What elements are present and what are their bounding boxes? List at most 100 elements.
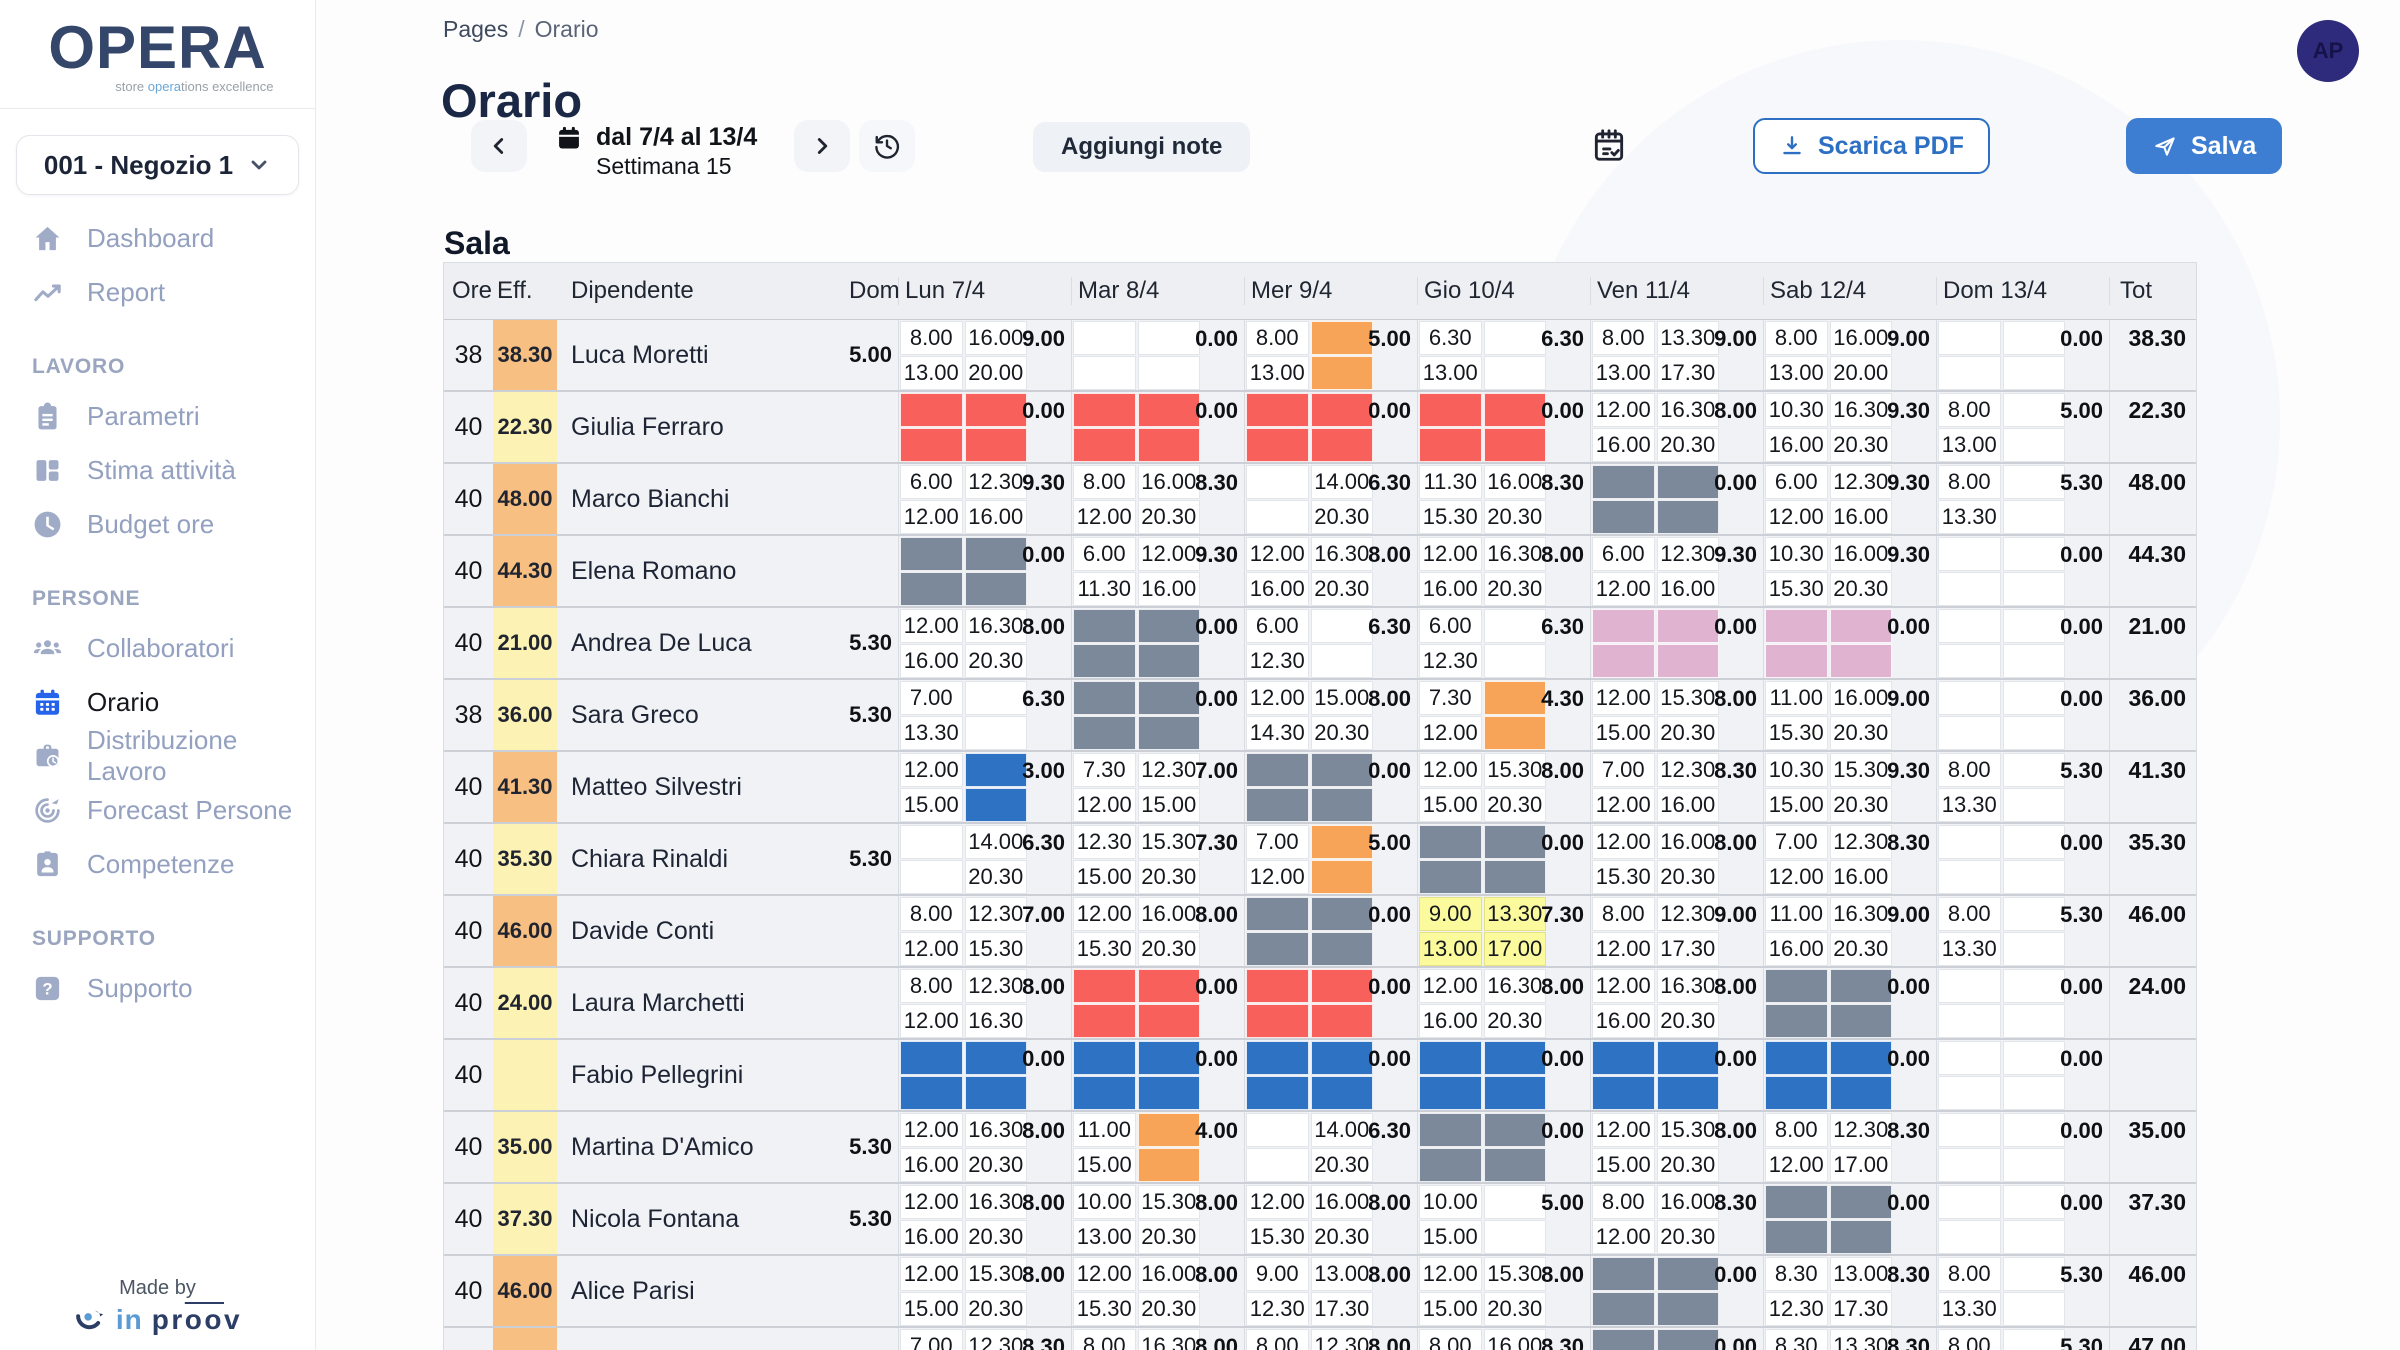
sidebar-item-report[interactable]: Report [0, 265, 315, 319]
absence-cell-blue[interactable] [1656, 1076, 1719, 1110]
shift-time-cell[interactable]: 13.00 [1829, 1257, 1892, 1291]
shift-time-cell[interactable]: 12.00 [1765, 860, 1828, 894]
shift-time-cell[interactable]: 14.00 [1310, 1113, 1373, 1147]
shift-time-cell[interactable] [1938, 1113, 2001, 1147]
shift-time-cell[interactable]: 16.30 [1656, 393, 1719, 427]
shift-time-cell[interactable] [1938, 825, 2001, 859]
shift-time-cell[interactable] [1938, 681, 2001, 715]
absence-cell-red[interactable] [1310, 428, 1373, 462]
shift-time-cell[interactable]: 20.30 [964, 1292, 1027, 1326]
shift-time-cell[interactable]: 8.00 [1938, 465, 2001, 499]
absence-cell-gray[interactable] [1829, 1004, 1892, 1038]
shift-time-cell[interactable]: 20.30 [964, 1148, 1027, 1182]
shift-time-cell[interactable]: 12.00 [1073, 500, 1136, 534]
absence-cell-blue[interactable] [1765, 1076, 1828, 1110]
shift-time-cell[interactable] [1310, 609, 1373, 643]
absence-cell-gray[interactable] [1246, 788, 1309, 822]
shift-time-cell[interactable] [1246, 465, 1309, 499]
add-note-button[interactable]: Aggiungi note [1033, 122, 1251, 172]
shift-time-cell[interactable]: 7.30 [1073, 753, 1136, 787]
absence-cell-blue[interactable] [1829, 1041, 1892, 1075]
shift-time-cell[interactable] [1938, 969, 2001, 1003]
shift-time-cell[interactable] [1938, 1185, 2001, 1219]
sidebar-item-collaboratori[interactable]: Collaboratori [0, 621, 315, 675]
shift-time-cell[interactable]: 20.00 [964, 356, 1027, 390]
shift-time-cell[interactable]: 16.00 [1829, 681, 1892, 715]
shift-time-cell[interactable]: 12.30 [1656, 897, 1719, 931]
shift-time-cell[interactable]: 14.00 [964, 825, 1027, 859]
shift-time-cell[interactable] [2002, 321, 2065, 355]
shift-time-cell[interactable]: 14.00 [1310, 465, 1373, 499]
shift-time-cell[interactable]: 13.30 [1938, 1292, 2001, 1326]
shift-time-cell[interactable] [2002, 969, 2065, 1003]
shift-time-cell[interactable]: 16.00 [1829, 500, 1892, 534]
shift-time-cell[interactable]: 13.00 [1419, 356, 1482, 390]
shift-time-cell[interactable]: 15.30 [1656, 681, 1719, 715]
shift-time-cell[interactable]: 12.30 [964, 1329, 1027, 1350]
sidebar-item-budget-ore[interactable]: Budget ore [0, 497, 315, 551]
shift-time-cell[interactable]: 15.00 [900, 1292, 963, 1326]
calendar-check-icon[interactable] [1590, 126, 1628, 164]
absence-cell-orange[interactable] [1310, 860, 1373, 894]
shift-time-cell[interactable]: 20.30 [1656, 1220, 1719, 1254]
absence-cell-blue[interactable] [1137, 1041, 1200, 1075]
absence-cell-pink[interactable] [1592, 609, 1655, 643]
shift-time-cell[interactable]: 13.00 [1073, 1220, 1136, 1254]
shift-time-cell[interactable]: 8.30 [1765, 1257, 1828, 1291]
shift-time-cell[interactable] [2002, 788, 2065, 822]
shift-time-cell[interactable]: 12.30 [1656, 753, 1719, 787]
shift-time-cell[interactable] [964, 716, 1027, 750]
shift-time-cell[interactable]: 20.30 [1656, 716, 1719, 750]
shift-time-cell[interactable]: 10.00 [1073, 1185, 1136, 1219]
absence-cell-gray[interactable] [1765, 969, 1828, 1003]
absence-cell-blue[interactable] [1592, 1041, 1655, 1075]
shift-time-cell[interactable]: 20.30 [1137, 1292, 1200, 1326]
shift-time-cell[interactable]: 12.30 [1656, 537, 1719, 571]
shift-time-cell[interactable]: 15.30 [1829, 753, 1892, 787]
shift-time-cell[interactable]: 12.00 [1592, 932, 1655, 966]
shift-time-cell[interactable]: 6.00 [1419, 609, 1482, 643]
shift-time-cell[interactable]: 12.00 [900, 932, 963, 966]
shift-time-cell[interactable]: 8.00 [1592, 897, 1655, 931]
shift-time-cell[interactable]: 10.30 [1765, 753, 1828, 787]
absence-cell-blue[interactable] [964, 788, 1027, 822]
shift-time-cell[interactable] [1938, 1076, 2001, 1110]
absence-cell-blue[interactable] [1310, 1076, 1373, 1110]
absence-cell-gray[interactable] [1310, 753, 1373, 787]
shift-time-cell[interactable]: 12.00 [1419, 537, 1482, 571]
shift-time-cell[interactable]: 16.00 [1656, 572, 1719, 606]
shift-time-cell[interactable] [1137, 321, 1200, 355]
shift-time-cell[interactable] [2002, 1113, 2065, 1147]
shift-time-cell[interactable]: 8.00 [1246, 321, 1309, 355]
absence-cell-pink[interactable] [1829, 644, 1892, 678]
shift-time-cell[interactable]: 15.30 [1592, 860, 1655, 894]
shift-time-cell[interactable]: 16.30 [964, 1004, 1027, 1038]
shift-time-cell[interactable]: 12.00 [1592, 1113, 1655, 1147]
absence-cell-gray[interactable] [1137, 681, 1200, 715]
shift-time-cell[interactable]: 17.30 [1656, 356, 1719, 390]
shift-time-cell[interactable] [2002, 860, 2065, 894]
shift-time-cell[interactable]: 16.30 [964, 1113, 1027, 1147]
shift-time-cell[interactable]: 15.00 [1765, 788, 1828, 822]
absence-cell-red[interactable] [1137, 393, 1200, 427]
shift-time-cell[interactable] [2002, 1076, 2065, 1110]
shift-time-cell[interactable]: 16.30 [1656, 969, 1719, 1003]
shift-time-cell[interactable]: 15.00 [900, 788, 963, 822]
absence-cell-gray[interactable] [1765, 1220, 1828, 1254]
absence-cell-gray[interactable] [1765, 1185, 1828, 1219]
absence-cell-gray[interactable] [1419, 1113, 1482, 1147]
absence-cell-orange[interactable] [1483, 681, 1546, 715]
shift-time-cell[interactable]: 8.00 [1419, 1329, 1482, 1350]
shift-time-cell[interactable]: 20.30 [1656, 1004, 1719, 1038]
shift-time-cell[interactable] [2002, 393, 2065, 427]
shift-time-cell[interactable]: 16.00 [964, 321, 1027, 355]
absence-cell-pink[interactable] [1765, 609, 1828, 643]
shift-time-cell[interactable]: 20.30 [1137, 500, 1200, 534]
absence-cell-red[interactable] [1137, 1004, 1200, 1038]
shift-time-cell[interactable] [2002, 1185, 2065, 1219]
absence-cell-red[interactable] [1310, 969, 1373, 1003]
shift-time-cell[interactable]: 15.30 [1656, 1113, 1719, 1147]
shift-time-cell[interactable]: 13.30 [1829, 1329, 1892, 1350]
shift-time-cell[interactable]: 7.00 [1765, 825, 1828, 859]
shift-time-cell[interactable] [1483, 356, 1546, 390]
